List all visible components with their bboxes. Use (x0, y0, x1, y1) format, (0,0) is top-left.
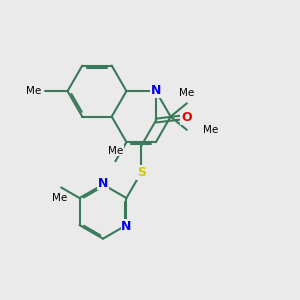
Text: O: O (181, 111, 191, 124)
Text: N: N (151, 84, 161, 97)
Text: S: S (137, 166, 146, 179)
Text: Me: Me (52, 193, 67, 203)
Text: Me: Me (179, 88, 194, 98)
Text: Me: Me (26, 86, 41, 96)
Text: Me: Me (203, 125, 218, 135)
Text: Me: Me (108, 146, 123, 156)
Text: N: N (98, 176, 108, 190)
Text: N: N (121, 220, 132, 233)
